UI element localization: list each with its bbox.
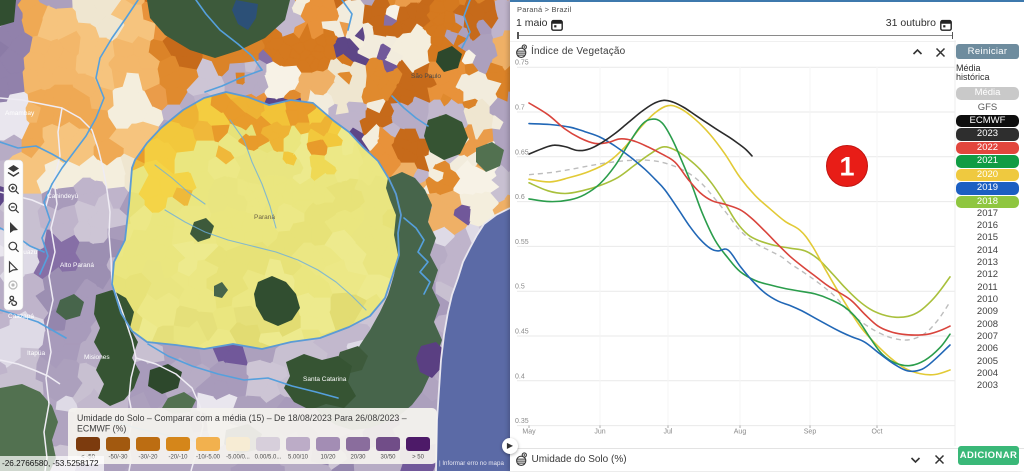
svg-text:0.7: 0.7 (515, 105, 525, 112)
svg-text:5.00/10: 5.00/10 (288, 454, 309, 460)
svg-text:10/20: 10/20 (320, 454, 336, 460)
svg-text:-26.2766580, -53.5258172: -26.2766580, -53.5258172 (2, 459, 99, 468)
svg-text:Aug: Aug (734, 429, 747, 436)
svg-text:0.35: 0.35 (515, 418, 529, 425)
svg-text:-10/-5.00: -10/-5.00 (196, 454, 221, 460)
svg-text:Jul: Jul (664, 429, 673, 436)
svg-text:Alto Paraná: Alto Paraná (60, 262, 94, 269)
svg-text:> 50: > 50 (412, 454, 425, 460)
svg-text:Umidade do Solo – Comparar com: Umidade do Solo – Comparar com a média (… (77, 413, 407, 423)
svg-text:0.75: 0.75 (515, 60, 529, 67)
svg-text:Canindeyú: Canindeyú (47, 193, 78, 200)
svg-text:1: 1 (839, 152, 854, 182)
svg-text:Itapúa: Itapúa (27, 350, 45, 357)
svg-text:Oct: Oct (872, 429, 883, 436)
svg-text:0.6: 0.6 (515, 194, 525, 201)
svg-text:0.00/5.0...: 0.00/5.0... (255, 454, 282, 460)
svg-text:0.5: 0.5 (515, 284, 525, 291)
svg-text:aguazú: aguazú (16, 249, 38, 256)
svg-text:May: May (522, 429, 536, 436)
svg-text:0.55: 0.55 (515, 239, 529, 246)
svg-text:Paraná: Paraná (254, 214, 275, 221)
svg-text:0.45: 0.45 (515, 329, 529, 336)
svg-text:0.4: 0.4 (515, 373, 525, 380)
svg-text:Santa Catarina: Santa Catarina (303, 376, 347, 383)
svg-text:Caazapá: Caazapá (8, 313, 34, 320)
svg-text:Sep: Sep (804, 429, 817, 436)
svg-text:ECMWF (%): ECMWF (%) (77, 424, 126, 434)
svg-text:São Paulo: São Paulo (411, 73, 441, 80)
svg-text:-50/-30: -50/-30 (108, 454, 128, 460)
svg-text:-30/-20: -30/-20 (138, 454, 158, 460)
svg-text:Jun: Jun (594, 429, 605, 436)
svg-text:30/50: 30/50 (380, 454, 396, 460)
svg-text:Amambay: Amambay (5, 110, 35, 117)
svg-text:-20/-10: -20/-10 (168, 454, 188, 460)
svg-text:Misiones: Misiones (84, 354, 110, 361)
svg-text:| Informar erro no mapa: | Informar erro no mapa (439, 460, 504, 467)
svg-text:20/30: 20/30 (350, 454, 366, 460)
svg-text:-5.00/0...: -5.00/0... (226, 454, 250, 460)
svg-text:0.65: 0.65 (515, 149, 529, 156)
